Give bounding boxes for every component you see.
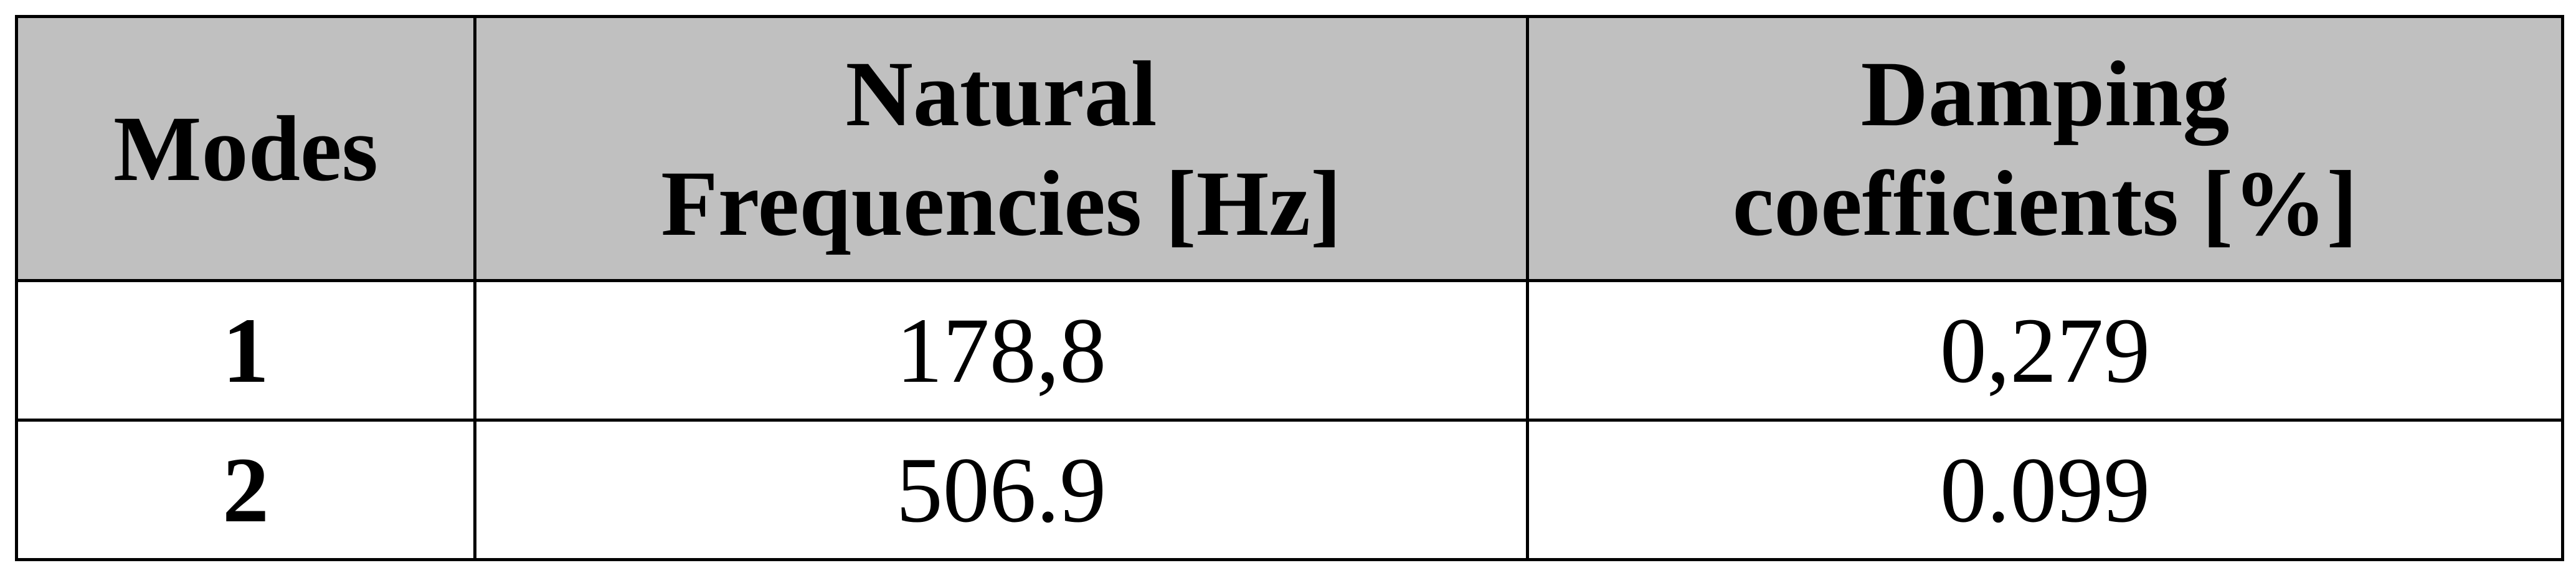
cell-damping: 0.099 [1526, 419, 2564, 561]
header-modes: Modes [15, 15, 476, 282]
data-table-container: Modes Natural Frequencies [Hz] Damping c… [15, 15, 2564, 561]
header-damping-line-2: coefficients [%] [1732, 151, 2358, 255]
table-row: 2 506.9 0.099 [15, 419, 2564, 561]
table-row: 1 178,8 0,279 [15, 279, 2564, 422]
modal-parameters-table: Modes Natural Frequencies [Hz] Damping c… [15, 15, 2564, 561]
cell-damping: 0,279 [1526, 279, 2564, 422]
header-damping-coefficients: Damping coefficients [%] [1526, 15, 2564, 282]
header-frequency-line-1: Natural [845, 42, 1157, 146]
table-header-row: Modes Natural Frequencies [Hz] Damping c… [15, 15, 2564, 282]
header-natural-frequencies: Natural Frequencies [Hz] [473, 15, 1529, 282]
header-modes-line-1: Modes [113, 97, 378, 201]
header-frequency-line-2: Frequencies [Hz] [661, 151, 1342, 255]
cell-frequency: 506.9 [473, 419, 1529, 561]
cell-mode: 2 [15, 419, 476, 561]
header-damping-line-1: Damping [1860, 42, 2230, 146]
cell-mode: 1 [15, 279, 476, 422]
cell-frequency: 178,8 [473, 279, 1529, 422]
